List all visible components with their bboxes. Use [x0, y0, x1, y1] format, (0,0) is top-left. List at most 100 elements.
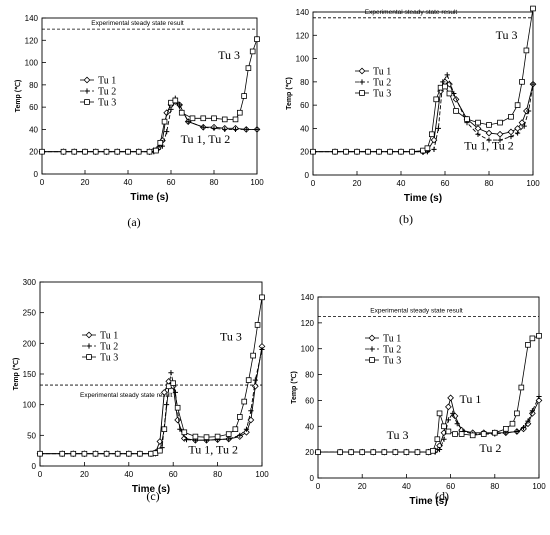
data-point: [458, 431, 465, 437]
y-tick-label: 140: [296, 8, 310, 17]
data-point: [248, 408, 254, 414]
data-point: [508, 133, 514, 140]
x-tick-label: 80: [490, 482, 499, 491]
series-tu-3: [310, 5, 536, 155]
data-point: [523, 47, 530, 54]
data-point: [165, 383, 172, 390]
data-point: [433, 96, 439, 103]
data-point: [444, 72, 450, 78]
data-point: [245, 377, 252, 383]
y-tick-label: 50: [27, 431, 36, 440]
data-point: [254, 322, 261, 328]
x-tick-label: 0: [40, 178, 45, 187]
data-point: [414, 449, 421, 455]
curve-annotation: Tu 1, Tu 2: [188, 443, 238, 457]
data-point: [525, 418, 531, 424]
x-tick-label: 100: [255, 470, 269, 479]
data-point: [164, 129, 170, 135]
x-tick-label: 60: [446, 482, 455, 491]
data-point: [507, 128, 515, 136]
data-point: [447, 394, 454, 402]
data-point: [520, 424, 527, 431]
data-point: [529, 408, 535, 414]
data-point: [409, 148, 415, 155]
data-point: [226, 436, 232, 442]
x-tick-label: 60: [167, 178, 176, 187]
data-point: [446, 90, 453, 97]
data-point: [332, 148, 338, 155]
y-tick-label: 0: [310, 474, 315, 483]
legend-marker: [358, 67, 366, 75]
data-point: [486, 137, 492, 143]
legend-marker: [359, 90, 365, 96]
y-axis-label: Temp (℃): [14, 80, 22, 113]
data-point: [434, 436, 441, 443]
legend-marker: [359, 79, 365, 85]
data-point: [135, 148, 142, 155]
data-point: [485, 129, 493, 137]
plot-frame: [41, 17, 258, 175]
data-point: [168, 106, 174, 112]
data-point: [436, 410, 443, 417]
legend-marker: [86, 354, 92, 360]
y-tick-label: 100: [25, 59, 39, 68]
legend-marker: [84, 99, 90, 105]
data-point: [92, 450, 99, 457]
data-point: [518, 384, 525, 391]
data-point: [232, 126, 239, 133]
data-point: [446, 80, 453, 88]
panel-label: (c): [146, 489, 159, 503]
data-point: [178, 109, 185, 116]
legend-marker: [369, 357, 375, 363]
y-tick-label: 0: [34, 170, 39, 179]
data-point: [521, 123, 527, 129]
data-point: [514, 428, 520, 435]
y-tick-label: 20: [305, 448, 314, 457]
data-point: [250, 352, 256, 359]
data-point: [453, 108, 459, 114]
x-axis-label: Time (s): [409, 496, 447, 507]
y-tick-label: 140: [25, 14, 39, 23]
x-tick-label: 0: [311, 179, 316, 188]
data-point: [376, 148, 382, 155]
y-tick-label: 40: [300, 124, 309, 133]
panel-label: (d): [435, 489, 449, 503]
x-tick-label: 0: [316, 482, 321, 491]
legend-entry: Tu 3: [100, 353, 118, 364]
series-tu-1: [314, 394, 543, 456]
x-tick-label: 100: [532, 482, 546, 491]
series-line: [318, 396, 540, 453]
y-tick-label: 200: [23, 339, 37, 348]
legend-entry: Tu 2: [383, 345, 401, 356]
data-point: [310, 148, 316, 155]
y-tick-label: 0: [32, 462, 37, 471]
data-point: [174, 416, 182, 424]
data-point: [157, 139, 164, 146]
data-point: [359, 449, 365, 455]
data-point: [536, 332, 542, 339]
data-point: [464, 116, 470, 122]
legend-marker: [369, 346, 375, 352]
y-tick-label: 100: [296, 55, 310, 64]
data-point: [337, 449, 343, 455]
y-tick-label: 140: [301, 293, 315, 302]
steady-state-reference-label: Experimental steady state result: [370, 307, 463, 314]
curve-annotation: Tu 3: [218, 48, 240, 62]
data-point: [39, 148, 45, 155]
data-point: [59, 450, 65, 457]
legend-entry: Tu 3: [383, 356, 401, 367]
data-point: [518, 119, 526, 126]
x-tick-label: 60: [169, 470, 178, 479]
data-point: [514, 410, 520, 417]
data-point: [114, 148, 121, 155]
data-point: [252, 377, 258, 383]
data-point: [435, 125, 441, 132]
data-point: [514, 102, 521, 108]
y-tick-label: 20: [29, 148, 38, 157]
x-tick-label: 40: [124, 178, 133, 187]
data-point: [526, 108, 532, 114]
legend-entry: Tu 2: [100, 342, 118, 353]
data-point: [436, 446, 443, 453]
data-point: [497, 137, 503, 143]
data-point: [254, 36, 260, 42]
